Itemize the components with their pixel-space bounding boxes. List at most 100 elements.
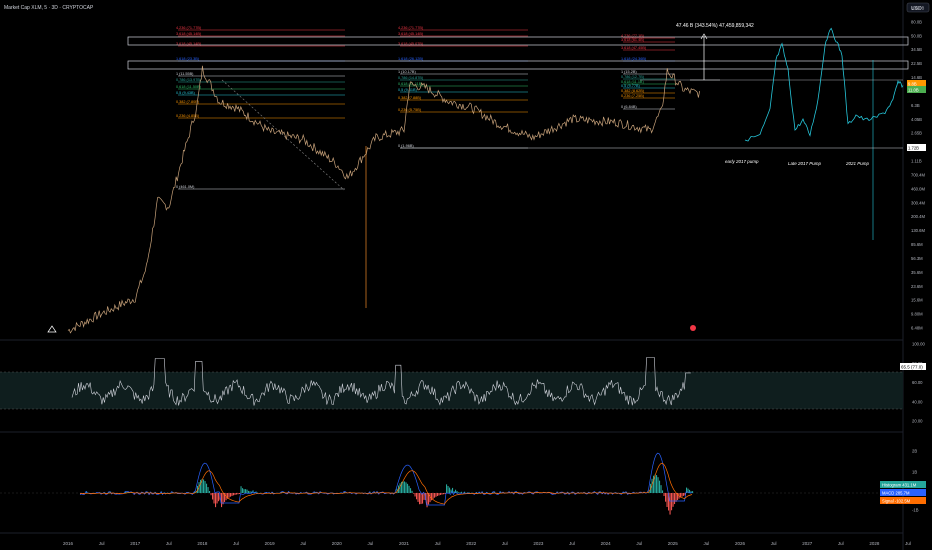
histogram-bar	[252, 490, 254, 493]
histogram-bar	[456, 491, 458, 493]
fib-level-label: 0.5 (9.41B)	[398, 88, 418, 92]
price-tag: 9.8B	[907, 80, 926, 87]
histogram-bar	[240, 486, 242, 493]
histogram-bar	[672, 493, 674, 507]
histogram-bar	[662, 490, 664, 493]
histogram-bar	[551, 493, 553, 494]
histogram-bar	[239, 493, 241, 494]
time-axis-label: Jul	[435, 541, 441, 546]
time-axis-label: 2020	[332, 541, 343, 546]
fib-level-label: 0 (461.0M)	[176, 185, 195, 189]
fib-level-label: 0.382 (8.62B)	[621, 89, 645, 93]
histogram-bar	[653, 475, 655, 493]
price-tag-text: 9.8B	[908, 82, 917, 87]
histogram-bar	[459, 492, 461, 493]
histogram-bar	[492, 491, 494, 493]
price-axis-label: 56.3M	[911, 256, 923, 261]
fib-level-label: 3.618 (45.14B)	[176, 32, 202, 36]
fib-level-label: 0 (1.96B)	[398, 144, 414, 148]
histogram-bar	[422, 493, 424, 504]
rsi-line	[71, 357, 691, 406]
histogram-bar	[207, 487, 209, 493]
price-axis-label: 1.11B	[911, 159, 922, 164]
fib-level-label: 0.236 (7.25B)	[621, 94, 645, 98]
histogram-bar	[399, 483, 401, 493]
macd-tag: Signal -102.5M	[880, 497, 926, 504]
rsi-axis-label: 40.00	[912, 399, 923, 404]
histogram-bar	[164, 492, 166, 493]
fib-level-label: 1 (10.17B)	[398, 70, 416, 74]
histogram-bar	[249, 491, 251, 493]
histogram-bar	[209, 491, 211, 493]
histogram-bar	[248, 490, 250, 493]
histogram-bar	[627, 493, 629, 495]
histogram-bar	[684, 493, 686, 496]
histogram-bar	[458, 492, 460, 493]
histogram-bar	[681, 493, 683, 497]
fib-level-label: 0.786 (12.7B)	[621, 75, 645, 79]
histogram-bar	[203, 479, 205, 493]
fib-level-label: 1.618 (26.12B)	[398, 57, 424, 61]
histogram-bar	[564, 493, 566, 495]
histogram-bar	[455, 489, 457, 493]
currency-label: USD	[911, 6, 922, 12]
price-axis-label: 50.0B	[911, 33, 922, 38]
histogram-bar	[228, 493, 230, 498]
time-axis-label: 2028	[869, 541, 880, 546]
event-marker-icon[interactable]	[690, 325, 696, 331]
time-axis-label: 2022	[466, 541, 477, 546]
rsi-axis-label: 20.00	[912, 419, 923, 424]
histogram-bar	[218, 493, 220, 502]
histogram-bar	[686, 487, 688, 493]
histogram-bar	[222, 493, 224, 505]
fib-level-label: 3.618 (47.45B)	[621, 46, 647, 50]
histogram-bar	[443, 493, 445, 495]
fib-level-label: 0.618 (11.1B)	[621, 80, 644, 84]
histogram-bar	[435, 493, 437, 497]
histogram-bar	[344, 491, 346, 493]
histogram-bar	[429, 493, 431, 503]
macd-axis-label: 1B	[912, 470, 917, 475]
histogram-bar	[438, 493, 440, 496]
fib-level-label: 3.618 (45.14B)	[176, 42, 202, 46]
histogram-bar	[476, 492, 478, 493]
macd-tag-text: MACD 285.7M	[882, 491, 910, 496]
fib-level-label: 0.382 (7.80B)	[176, 100, 200, 104]
price-axis-label: 35.6M	[911, 270, 923, 275]
histogram-bar	[461, 491, 463, 493]
price-axis-label: 22.5B	[911, 61, 922, 66]
histogram-bar	[441, 493, 443, 495]
time-axis-label: Jul	[838, 541, 844, 546]
price-axis-label: 6.3B	[911, 103, 920, 108]
histogram-bar	[464, 491, 466, 493]
price-axis-label: 34.5B	[911, 47, 922, 52]
histogram-bar	[281, 492, 283, 493]
fib-level-label: 1.618 (23.3B)	[176, 57, 200, 61]
fib-level-label: 1 (11.55B)	[176, 72, 194, 76]
histogram-bar	[125, 491, 127, 493]
fib-level-label: 0.5 (9.77B)	[621, 84, 641, 88]
rsi-axis-label: 60.00	[912, 380, 923, 385]
time-axis-label: 2019	[265, 541, 276, 546]
price-history-line	[67, 65, 700, 334]
histogram-bar	[402, 481, 404, 493]
time-axis-label: Jul	[368, 541, 374, 546]
time-axis-label: Jul	[569, 541, 575, 546]
histogram-bar	[450, 489, 452, 493]
target-zone-upper	[127, 36, 909, 46]
time-axis-label: 2016	[63, 541, 74, 546]
fib-level-label: 0.236 (4.85B)	[176, 114, 200, 118]
time-axis[interactable]: 2016 Jul 2017 Jul 2018 Jul 2019 Jul 2020 Jul 2021 J…	[63, 541, 911, 546]
fib-retracements: 4.236 (71.77B) 3.618 (45.14B) 3.618 (45.14…	[176, 26, 675, 190]
time-axis-label: Jul	[502, 541, 508, 546]
fib-level-label: 0 (6.84B)	[621, 105, 637, 109]
svg-text:65.5 (77.0): 65.5 (77.0)	[901, 365, 923, 370]
histogram-bar	[665, 493, 667, 502]
macd-tag-text: Histogram 431.1M	[882, 483, 917, 488]
price-tag-text: 11.0B	[908, 88, 919, 93]
histogram-bar	[423, 493, 425, 500]
currency-button[interactable]: USD	[906, 2, 930, 13]
time-axis-label: Jul	[905, 541, 911, 546]
histogram-bar	[446, 484, 448, 493]
time-axis-label: Jul	[636, 541, 642, 546]
